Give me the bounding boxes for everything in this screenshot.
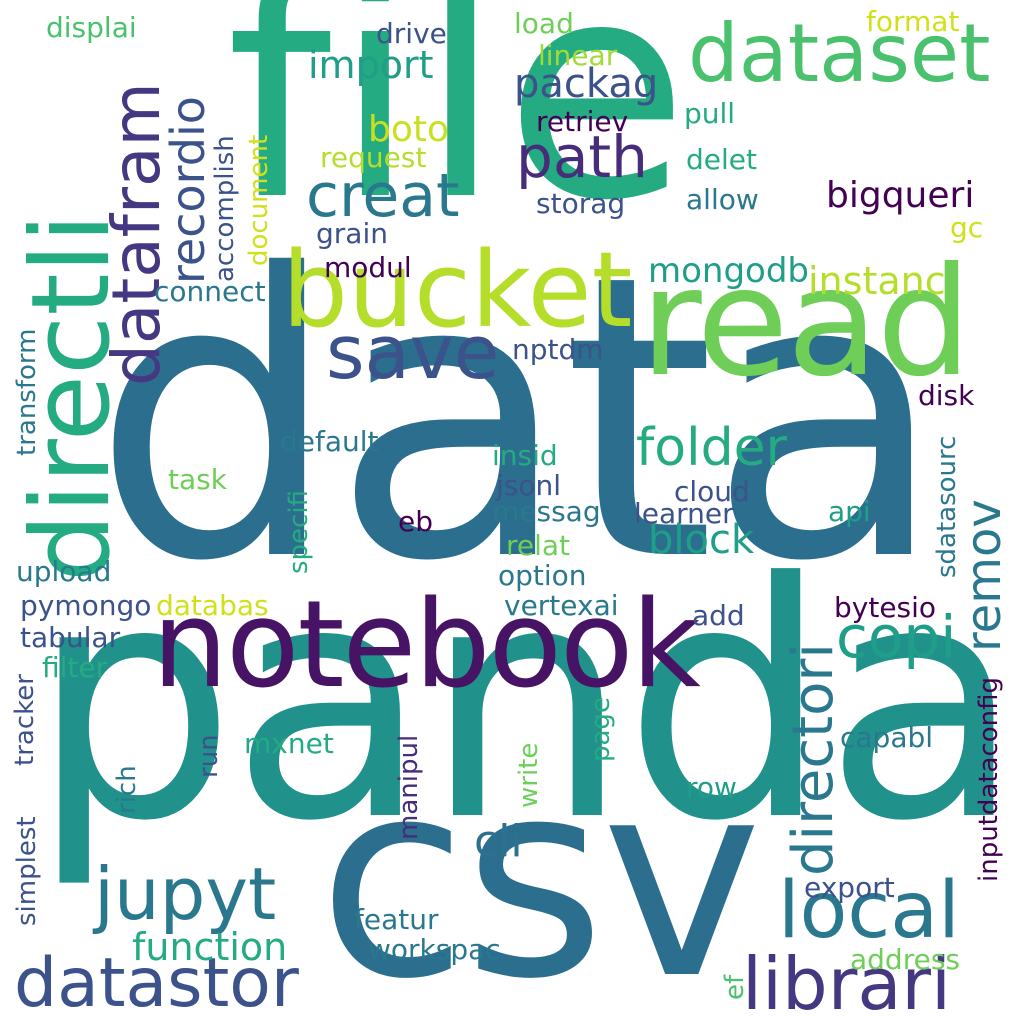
word-panda: panda: [30, 513, 1019, 892]
word-path: path: [516, 123, 648, 191]
word-address: address: [850, 943, 961, 976]
word-run: run: [194, 734, 224, 778]
word-eb: eb: [398, 505, 433, 538]
word-specifi: specifi: [284, 490, 314, 574]
word-write: write: [514, 742, 544, 808]
word-bigqueri: bigqueri: [826, 175, 975, 216]
word-pymongo: pymongo: [20, 589, 152, 622]
word-bytesio: bytesio: [834, 591, 937, 624]
word-connect: connect: [154, 275, 266, 308]
word-storag: storag: [536, 187, 626, 220]
word-ef: ef: [720, 974, 750, 1000]
word-vertexai: vertexai: [504, 589, 619, 622]
word-jsonl: jsonl: [496, 469, 562, 502]
word-recordio: recordio: [161, 96, 215, 284]
word-displai: displai: [46, 11, 137, 44]
word-api: api: [828, 495, 871, 528]
word-allow: allow: [686, 183, 759, 216]
word-relat: relat: [506, 529, 571, 562]
word-remov: remov: [956, 499, 1012, 652]
word-creat: creat: [306, 161, 460, 231]
word-filter: filter: [42, 651, 108, 684]
word-option: option: [498, 559, 587, 592]
word-add: add: [692, 599, 745, 632]
word-function: function: [132, 925, 288, 969]
word-datastor: datastor: [14, 944, 299, 1019]
word-insid: insid: [492, 439, 558, 472]
word-task: task: [168, 463, 227, 496]
word-learner: learner: [634, 497, 734, 530]
word-row: row: [686, 771, 737, 804]
word-data: data: [92, 192, 946, 646]
word-workspac: workspac: [368, 933, 501, 966]
word-mxnet: mxnet: [244, 727, 334, 760]
word-directori: directori: [781, 643, 846, 876]
word-local: local: [778, 866, 960, 956]
word-pull: pull: [684, 97, 736, 130]
word-dataset: dataset: [688, 7, 991, 100]
word-document: document: [244, 134, 274, 266]
word-retriev: retriev: [536, 105, 629, 138]
word-tabular: tabular: [20, 621, 121, 654]
word-modul: modul: [324, 251, 412, 284]
word-databas: databas: [156, 589, 269, 622]
word-format: format: [866, 5, 960, 38]
word-csv: csv: [318, 723, 762, 1019]
word-notebook: notebook: [152, 576, 701, 715]
word-bucket: bucket: [282, 229, 633, 351]
word-jupyt: jupyt: [94, 852, 277, 936]
word-grain: grain: [316, 217, 388, 250]
word-transform: transform: [12, 328, 42, 456]
word-drive: drive: [376, 17, 447, 50]
word-librari: librari: [742, 942, 952, 1019]
word-featur: featur: [354, 903, 439, 936]
word-accomplish: accomplish: [210, 135, 240, 282]
word-cli: cli: [474, 816, 523, 867]
word-gc: gc: [950, 211, 984, 244]
word-simplest: simplest: [12, 816, 42, 926]
word-block: block: [648, 517, 755, 563]
word-instanc: instanc: [808, 259, 946, 303]
word-read: read: [640, 236, 972, 410]
word-export: export: [804, 871, 895, 904]
word-disk: disk: [918, 379, 975, 412]
word-rich: rich: [112, 765, 142, 814]
word-copi: copi: [836, 603, 957, 671]
word-load: load: [514, 7, 574, 40]
word-folder: folder: [636, 418, 787, 478]
word-file: file: [226, 0, 691, 266]
word-save: save: [326, 310, 500, 396]
word-inputdataconfig: inputdataconfig: [974, 676, 1004, 882]
word-request: request: [320, 141, 427, 174]
word-sdatasourc: sdatasourc: [932, 435, 962, 578]
word-messag: messag: [492, 495, 601, 528]
word-page: page: [586, 697, 616, 762]
word-nptdm: nptdm: [512, 333, 604, 366]
word-default: default: [280, 425, 379, 458]
word-boto: boto: [368, 109, 450, 150]
word-upload: upload: [16, 555, 112, 588]
word-capabl: capabl: [840, 721, 934, 754]
word-tracker: tracker: [10, 674, 40, 766]
word-delet: delet: [686, 143, 757, 176]
word-linear: linear: [538, 39, 618, 72]
word-import: import: [308, 43, 434, 87]
word-mongodb: mongodb: [648, 251, 810, 291]
word-manipul: manipul: [394, 734, 424, 840]
word-cloud: cloud: [674, 475, 750, 508]
word-packag: packag: [514, 61, 659, 107]
